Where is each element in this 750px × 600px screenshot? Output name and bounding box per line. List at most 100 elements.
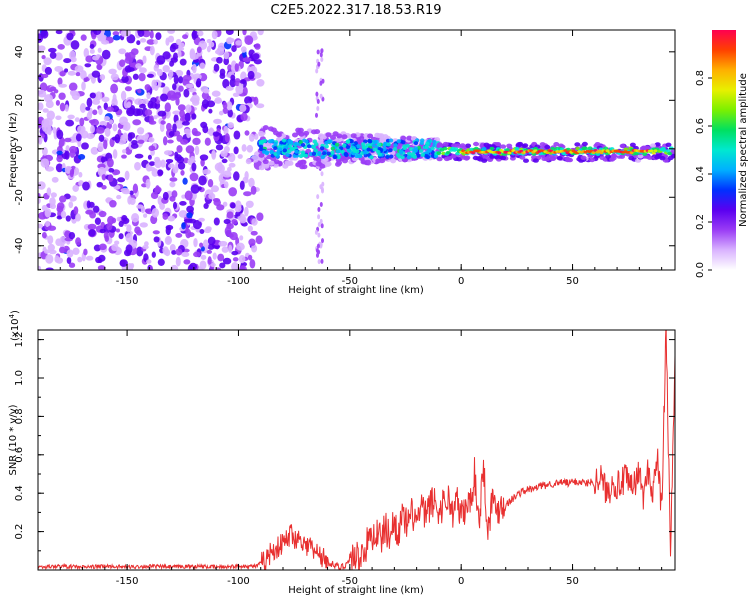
- heatmap-cell: [320, 223, 324, 229]
- heatmap-cell: [451, 143, 458, 148]
- heatmap-cell: [46, 110, 55, 121]
- heatmap-cell: [49, 51, 57, 59]
- heatmap-cell: [206, 100, 216, 108]
- heatmap-cell: [164, 248, 171, 257]
- heatmap-cell: [177, 104, 186, 111]
- heatmap-cell: [165, 158, 174, 164]
- heatmap-cell: [550, 156, 557, 161]
- heatmap-cell: [155, 32, 162, 40]
- heatmap-cell: [179, 58, 187, 66]
- y-tick-label: -20: [14, 189, 25, 205]
- heatmap-cell: [98, 243, 107, 251]
- heatmap-cell: [206, 95, 212, 101]
- heatmap-cell: [124, 56, 133, 64]
- heatmap-cell: [206, 128, 215, 135]
- heatmap-cell: [176, 145, 183, 153]
- heatmap-cell: [388, 148, 393, 153]
- heatmap-cell: [294, 141, 299, 146]
- heatmap-cell: [507, 151, 512, 155]
- heatmap-cell: [183, 218, 193, 223]
- heatmap-cell: [101, 49, 111, 60]
- heatmap-cell: [77, 125, 83, 133]
- heatmap-cell: [130, 143, 139, 149]
- heatmap-cell: [166, 122, 172, 131]
- heatmap-cell: [69, 168, 74, 178]
- x-tick-label: -150: [116, 276, 139, 287]
- heatmap-cell: [385, 155, 390, 159]
- heatmap-cell: [210, 185, 220, 193]
- colorbar-tick-label: 0.2: [695, 214, 706, 230]
- heatmap-cell: [146, 73, 154, 78]
- heatmap-cell: [300, 150, 306, 155]
- heatmap-cell: [73, 206, 79, 215]
- heatmap-cell: [193, 251, 201, 258]
- heatmap-cell: [47, 225, 57, 231]
- heatmap-cell: [184, 112, 191, 122]
- heatmap-cell: [126, 34, 136, 44]
- heatmap-cell: [130, 262, 135, 269]
- heatmap-cell: [180, 170, 185, 176]
- heatmap-cell: [59, 102, 66, 112]
- heatmap-cell: [41, 54, 46, 60]
- heatmap-cell: [442, 146, 448, 151]
- heatmap-cell: [336, 133, 343, 139]
- heatmap-cell: [252, 53, 260, 60]
- heatmap-cell: [517, 141, 524, 147]
- heatmap-cell: [574, 142, 581, 147]
- heatmap-cell: [242, 57, 252, 63]
- heatmap-cell: [208, 108, 213, 114]
- heatmap-cell: [38, 45, 46, 52]
- heatmap-cell: [107, 215, 115, 225]
- heatmap-cell: [137, 127, 145, 135]
- heatmap-cell: [162, 191, 169, 201]
- heatmap-cell: [247, 254, 253, 261]
- heatmap-cell: [238, 265, 248, 270]
- heatmap-cell: [406, 155, 412, 160]
- heatmap-cell: [186, 205, 194, 213]
- heatmap-cell: [208, 192, 216, 200]
- heatmap-cell: [284, 160, 291, 166]
- heatmap-cell: [193, 237, 198, 248]
- heatmap-cell: [258, 144, 264, 149]
- heatmap-cell: [319, 93, 323, 99]
- heatmap-cell: [56, 215, 63, 220]
- heatmap-cell: [132, 73, 139, 80]
- heatmap-cell: [253, 58, 262, 65]
- heatmap-cell: [175, 96, 180, 106]
- heatmap-cell: [185, 145, 195, 154]
- heatmap-cell: [281, 138, 287, 143]
- heatmap-cell: [114, 134, 121, 144]
- heatmap-cell: [222, 201, 228, 207]
- heatmap-cell: [108, 167, 115, 173]
- heatmap-cell: [653, 149, 658, 153]
- heatmap-cell: [121, 75, 129, 83]
- heatmap-cell: [419, 141, 424, 145]
- heatmap-cell: [363, 145, 368, 150]
- heatmap-cell: [169, 44, 176, 53]
- heatmap-cell: [153, 39, 158, 45]
- heatmap-cell: [106, 222, 113, 231]
- heatmap-cell: [242, 30, 247, 36]
- heatmap-cell: [44, 208, 52, 218]
- heatmap-cell: [388, 138, 394, 143]
- heatmap-cell: [39, 82, 48, 92]
- spectrogram-panel: -150 -100 -50 0 50 40 20 0 -20 -40 Height of str…: [8, 29, 676, 296]
- heatmap-cell: [345, 145, 351, 150]
- heatmap-cell: [108, 68, 117, 75]
- heatmap-cell: [390, 158, 397, 164]
- heatmap-cell: [224, 133, 230, 143]
- colorbar-gradient: [712, 30, 736, 270]
- heatmap-cell: [66, 249, 74, 258]
- heatmap-cell: [64, 104, 69, 112]
- heatmap-cell: [94, 217, 101, 225]
- heatmap-cell: [167, 35, 175, 43]
- heatmap-cell: [207, 179, 214, 188]
- heatmap-cell: [629, 151, 634, 155]
- heatmap-cell: [126, 67, 135, 72]
- colorbar-label: Normalized spectral amplitude: [738, 73, 749, 227]
- heatmap-cell: [110, 83, 119, 94]
- heatmap-cell: [85, 106, 91, 111]
- heatmap-cell: [235, 211, 241, 217]
- heatmap-cell: [465, 143, 472, 148]
- heatmap-cell: [124, 52, 131, 58]
